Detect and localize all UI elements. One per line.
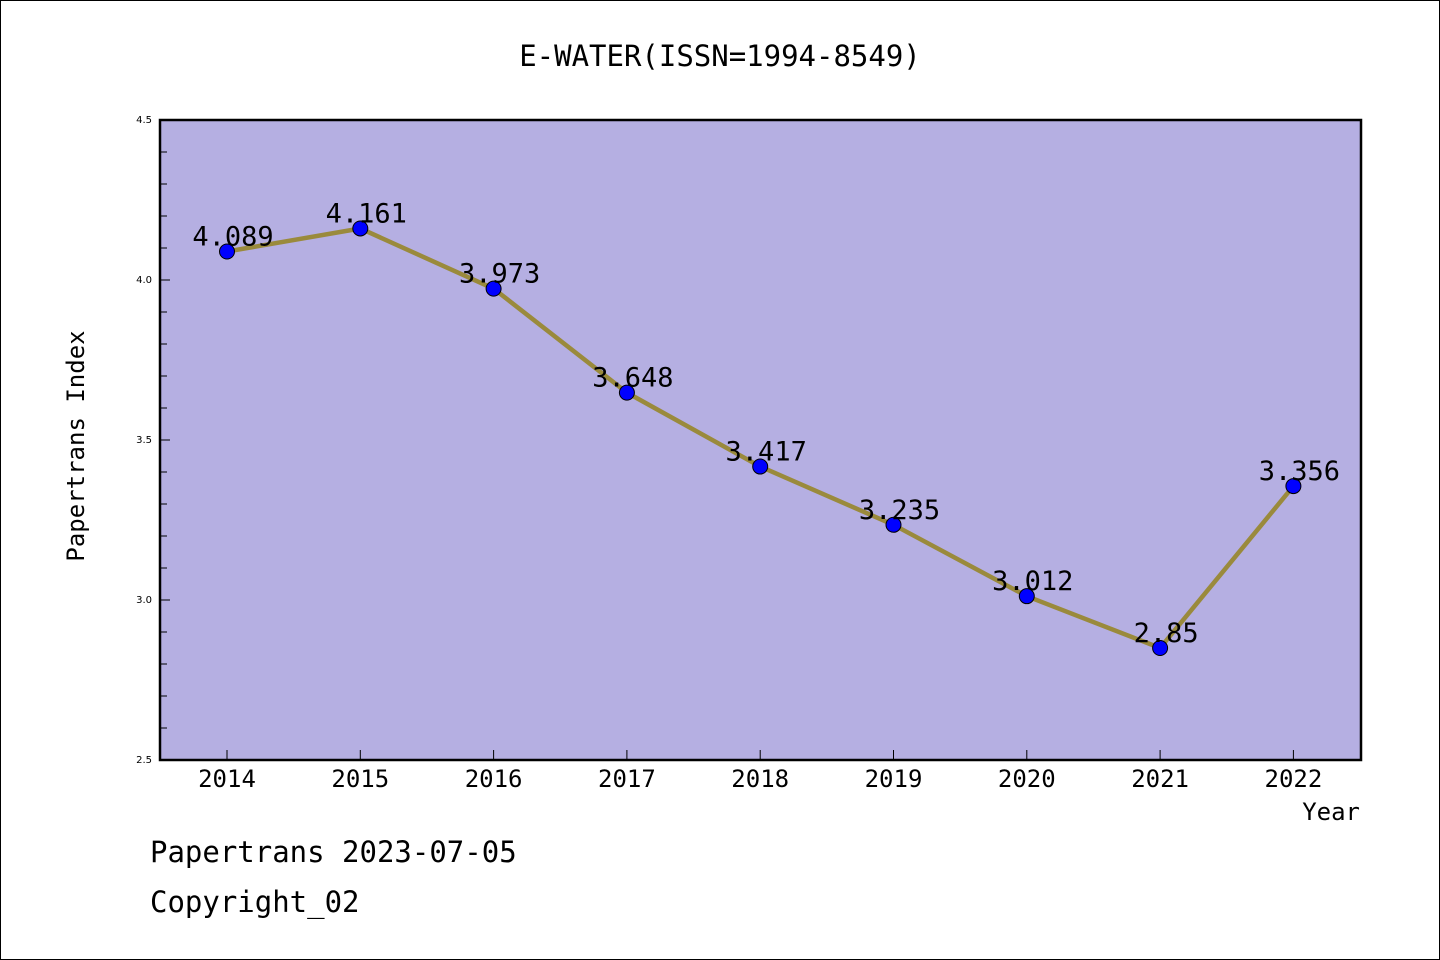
x-tick-label: 2016 <box>465 765 523 793</box>
data-label: 3.356 <box>1259 456 1340 487</box>
data-point <box>352 220 369 237</box>
x-tick-label: 2019 <box>865 765 923 793</box>
data-point <box>1285 478 1302 495</box>
data-label: 3.417 <box>726 437 807 468</box>
data-point <box>752 458 769 475</box>
y-axis-label: Papertrans Index <box>62 330 90 561</box>
x-axis-label: Year <box>1302 798 1360 826</box>
x-tick-label: 2017 <box>598 765 656 793</box>
y-tick-label: 4.0 <box>136 275 152 286</box>
x-axis: 2014 2015 2016 2017 2018 2019 2020 2021 2022 <box>198 750 1322 793</box>
data-label: 3.973 <box>459 259 540 290</box>
y-tick-label: 3.5 <box>136 435 152 446</box>
data-point <box>485 280 502 297</box>
x-tick-label: 2020 <box>998 765 1056 793</box>
data-label: 3.235 <box>859 495 940 526</box>
y-tick-label: 4.5 <box>136 115 152 126</box>
data-point <box>618 384 635 401</box>
y-axis: 2.5 3.0 3.5 4.0 4.5 <box>136 115 170 766</box>
data-point <box>885 516 902 533</box>
x-tick-label: 2018 <box>731 765 789 793</box>
x-tick-label: 2022 <box>1265 765 1323 793</box>
data-label: 3.012 <box>992 566 1073 597</box>
data-labels: 4.089 4.161 3.973 3.648 3.417 3.235 3.012 2.85 3… <box>192 198 1340 649</box>
data-point <box>1018 588 1035 605</box>
data-label: 4.089 <box>192 222 273 253</box>
data-label: 2.85 <box>1134 618 1199 649</box>
data-points <box>219 220 1302 656</box>
data-label: 4.161 <box>326 198 407 229</box>
y-tick-label: 2.5 <box>136 755 152 766</box>
x-tick-label: 2021 <box>1131 765 1189 793</box>
footer-date: Papertrans 2023-07-05 <box>150 835 517 869</box>
y-tick-label: 3.0 <box>136 595 152 606</box>
data-point <box>1152 640 1169 656</box>
chart-title: E-WATER(ISSN=1994-8549) <box>519 39 921 73</box>
data-label: 3.648 <box>592 363 673 394</box>
footer-copyright: Copyright_02 <box>150 885 360 919</box>
x-tick-label: 2015 <box>331 765 389 793</box>
x-tick-label: 2014 <box>198 765 256 793</box>
data-point <box>219 243 235 260</box>
